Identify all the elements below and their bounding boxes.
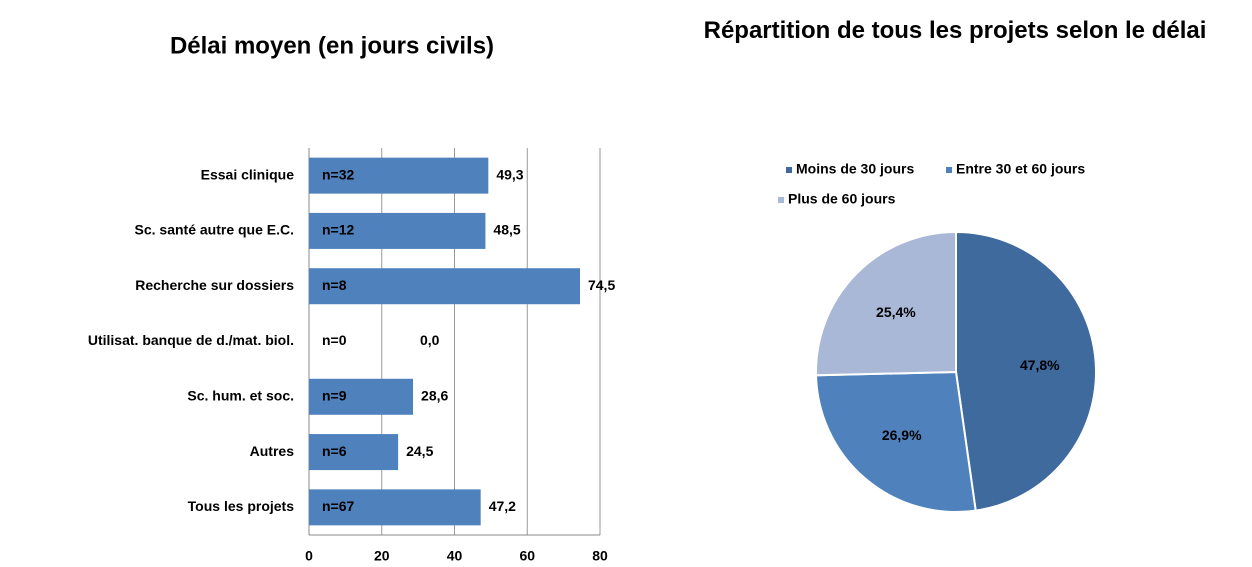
bar-annotation: n=0 [322,332,347,348]
bar-annotation: n=32 [322,166,355,182]
x-tick-label: 60 [519,548,535,564]
bar-annotation: n=12 [322,222,355,238]
x-tick-label: 80 [592,548,608,564]
slice-label: 25,4% [876,304,916,320]
pie-slice [955,230,1097,512]
slice-label: 47,8% [1020,357,1060,373]
legend-label: Entre 30 et 60 jours [956,161,1085,177]
bar [309,434,399,471]
pie-title: Répartition de tous les projets selon le… [703,17,1207,44]
value-label: 49,3 [496,166,523,182]
bar-title: Délai moyen (en jours civils) [170,32,494,59]
value-label: 0,0 [420,332,440,348]
bar [309,489,481,526]
legend-label: Plus de 60 jours [788,191,896,207]
bar [309,268,580,305]
y-tick-label: Sc. santé autre que E.C. [135,222,295,238]
y-tick-label: Utilisat. banque de d./mat. biol. [88,332,294,348]
bar-annotation: n=8 [322,277,347,293]
pie-slice [815,370,977,513]
bar-annotation: n=6 [322,443,347,459]
y-tick-label: Essai clinique [201,166,295,182]
x-tick-label: 0 [305,548,313,564]
legend-swatch [778,197,784,203]
y-tick-label: Sc. hum. et soc. [187,387,294,403]
legend-swatch [946,167,952,173]
bar-annotation: n=9 [322,387,347,403]
pie-slice [815,230,957,377]
value-label: 47,2 [489,498,516,514]
y-tick-label: Recherche sur dossiers [135,277,294,293]
bar-annotation: n=67 [322,498,355,514]
bar [309,212,486,249]
value-label: 28,6 [421,387,448,403]
value-label: 24,5 [406,443,433,459]
value-label: 48,5 [493,222,520,238]
y-tick-label: Tous les projets [188,498,295,514]
bar [309,378,414,415]
legend-label: Moins de 30 jours [796,161,914,177]
x-tick-label: 20 [374,548,390,564]
slice-label: 26,9% [882,427,922,443]
legend-swatch [786,167,792,173]
bar [309,157,489,194]
value-label: 74,5 [588,277,615,293]
x-tick-label: 40 [447,548,463,564]
y-tick-label: Autres [250,443,295,459]
